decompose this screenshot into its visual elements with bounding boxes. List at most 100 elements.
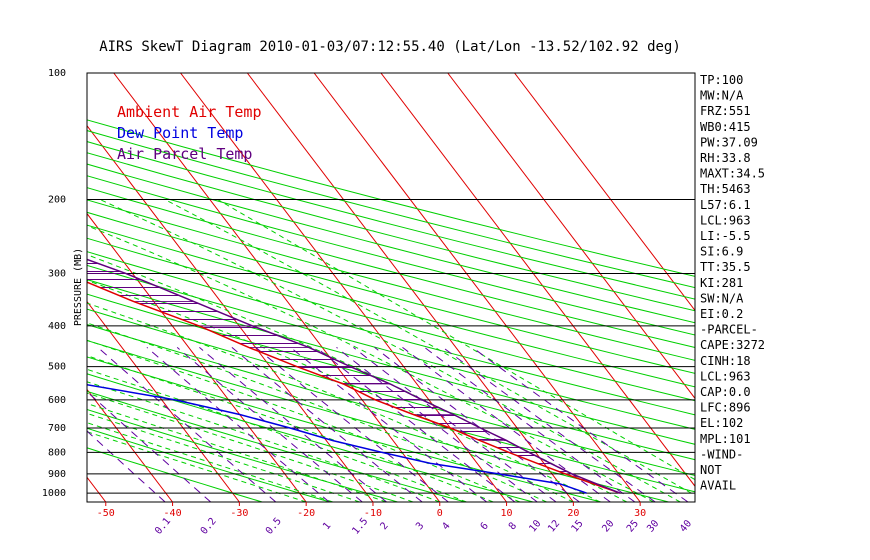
mixing-ratio-line [176,347,363,502]
series-line [87,281,621,494]
pressure-tick-label: 1000 [42,488,66,499]
stability-index: SI:6.9 [700,245,743,259]
stability-index: WB0:415 [700,120,751,134]
moist-adiabat-line [164,199,695,496]
stability-index: TT:35.5 [700,260,751,274]
stability-index: MPL:101 [700,432,751,446]
legend: Ambient Air Temp Dew Point Temp Air Parcel… [117,103,262,163]
mixing-ratio-tick-label: 0.5 [264,516,284,537]
stability-index: CAPE:3272 [700,338,765,352]
temp-tick-label: 30 [634,508,646,519]
isotherm-line [514,73,695,312]
temp-tick-label: 0 [437,508,443,519]
moist-adiabat-line [87,339,521,502]
pressure-tick-label: 700 [48,423,66,434]
dry-adiabat-line [87,373,534,502]
mixing-ratio-tick-label: 3 [414,521,426,533]
stability-index: MAXT:34.5 [700,167,765,181]
stability-index: EI:0.2 [700,307,743,321]
dry-adiabat-line [87,224,695,388]
mixing-ratio-line [255,347,449,502]
moist-adiabat-line [87,392,414,502]
plot-frame [86,72,696,503]
mixing-ratio-tick-label: 20 [600,518,616,534]
dry-adiabat-line [87,447,263,502]
moist-adiabat-line [87,279,601,502]
stability-index: FRZ:551 [700,104,751,118]
stability-index: -WIND- [700,447,743,461]
mixing-ratio-line [199,347,387,502]
dry-adiabat-line [87,237,695,402]
dry-adiabat-line [87,175,695,336]
dry-adiabat-line [87,427,331,502]
stability-index: MW:N/A [700,89,744,103]
isotherm-line [113,73,441,502]
mixing-ratio-line [424,347,636,502]
stability-index: LI:-5.5 [700,229,751,243]
mixing-ratio-tick-label: 4 [440,521,452,533]
dry-adiabat-line [87,119,695,277]
moist-adiabat-line [87,403,387,502]
dry-adiabat-line [87,293,695,461]
legend-item: Dew Point Temp [117,124,243,142]
pressure-tick-label: 500 [48,362,66,373]
dry-adiabat-line [87,390,466,502]
chart-title: AIRS SkewT Diagram 2010-01-03/07:12:55.4… [99,39,681,55]
mixing-ratio-line [87,430,166,502]
temp-tick-label: -20 [297,508,315,519]
pressure-tick-label: 200 [48,194,66,205]
stability-index: LFC:896 [700,401,751,415]
stability-index: RH:33.8 [700,151,751,165]
stability-index: AVAIL [700,479,736,493]
dry-adiabat-line [87,324,695,493]
mixing-ratio-line [315,347,516,502]
pressure-tick-label: 800 [48,447,66,458]
mixing-ratio-tick-label: 25 [625,518,641,534]
stability-index: SW:N/A [700,291,744,305]
temp-tick-label: -50 [97,508,115,519]
legend-item: Ambient Air Temp [117,103,262,121]
pressure-tick-label: 300 [48,268,66,279]
stability-index: KI:281 [700,276,743,290]
stability-index: NOT [700,463,722,477]
dry-adiabat-line [87,279,695,445]
temp-tick-label: -30 [230,508,248,519]
dry-adiabat-line [87,211,695,374]
mixing-ratio-line [442,346,656,502]
moist-adiabat-line [87,368,467,502]
mixing-ratio-tick-label: 2 [379,521,391,533]
moist-adiabat-line [87,412,360,502]
moist-adiabat-line [87,302,574,502]
moist-adiabat-line [87,225,654,502]
mixing-ratio-tick-label: 10 [527,518,543,534]
stability-index: CAP:0.0 [700,385,751,399]
pressure-tick-label: 100 [48,68,66,79]
dry-adiabat-line [87,152,695,312]
mixing-ratio-tick-label: 1.5 [350,516,370,537]
stability-index: LCL:963 [700,213,751,227]
temp-tick-label: 20 [567,508,579,519]
profiles [87,258,621,494]
mixing-ratio-line [97,347,277,502]
pressure-tick-label: 400 [48,321,66,332]
temp-tick-label: 10 [501,508,513,519]
dry-adiabat-line [87,199,695,361]
mixing-ratio-line [231,347,423,502]
moist-adiabat-line [87,322,547,502]
temp-tick-label: -40 [164,508,182,519]
y-axis-label: PRESSURE (MB) [73,248,84,326]
isotherm-line [87,476,107,502]
mixing-ratio-tick-label: 0.1 [153,516,173,537]
isotherm-line [313,73,641,502]
dry-adiabat-line [87,339,669,502]
series-line [87,383,587,494]
mixing-ratio-tick-label: 8 [507,521,519,533]
stability-index: EL:102 [700,416,743,430]
isotherm-line [87,300,240,502]
mixing-ratio-line [336,347,538,502]
cape-hatch [87,263,606,489]
mixing-ratio-line [472,346,689,502]
legend-item: Air Parcel Temp [117,145,252,163]
